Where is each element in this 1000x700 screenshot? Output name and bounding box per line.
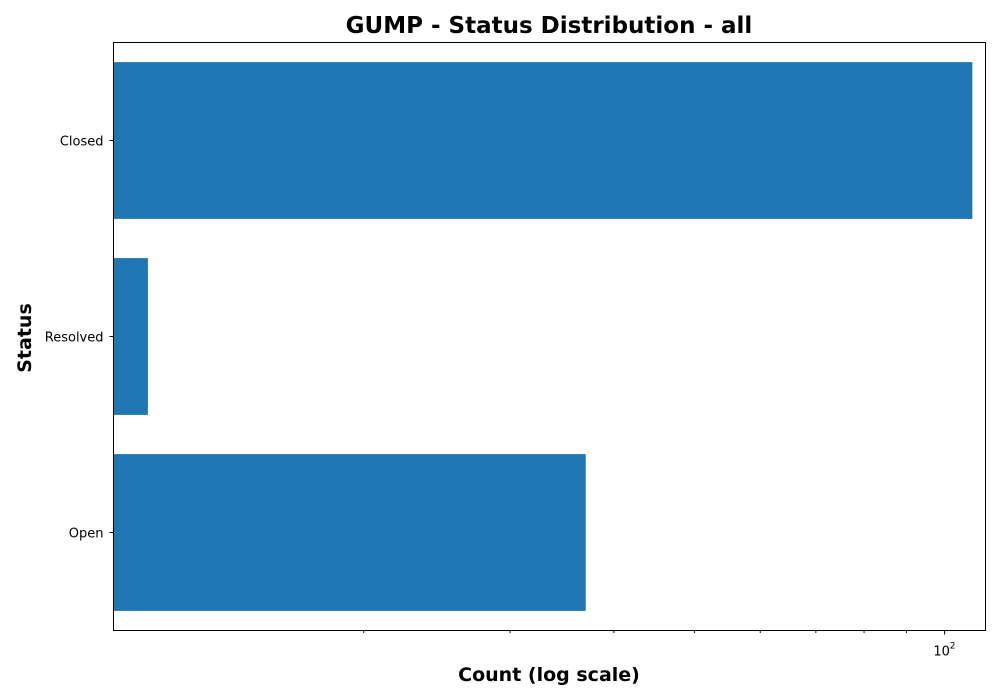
y-axis-label: Status: [14, 303, 36, 373]
bar-open: [113, 454, 586, 611]
y-axis-ticks: Closed Resolved Open: [45, 135, 114, 542]
x-tick-label-major: 10: [933, 645, 950, 660]
y-tick-label-resolved: Resolved: [45, 331, 104, 346]
x-axis-ticks: 10 2: [363, 630, 956, 660]
bars-group: [113, 62, 973, 611]
x-axis-label: Count (log scale): [458, 664, 640, 686]
bar-closed: [113, 62, 973, 219]
y-tick-label-closed: Closed: [60, 135, 104, 150]
chart-title: GUMP - Status Distribution - all: [346, 13, 753, 39]
plot-area-frame: [113, 42, 986, 631]
bar-resolved: [113, 258, 148, 415]
y-tick-label-open: Open: [69, 527, 104, 542]
x-tick-label-exponent: 2: [950, 642, 956, 652]
